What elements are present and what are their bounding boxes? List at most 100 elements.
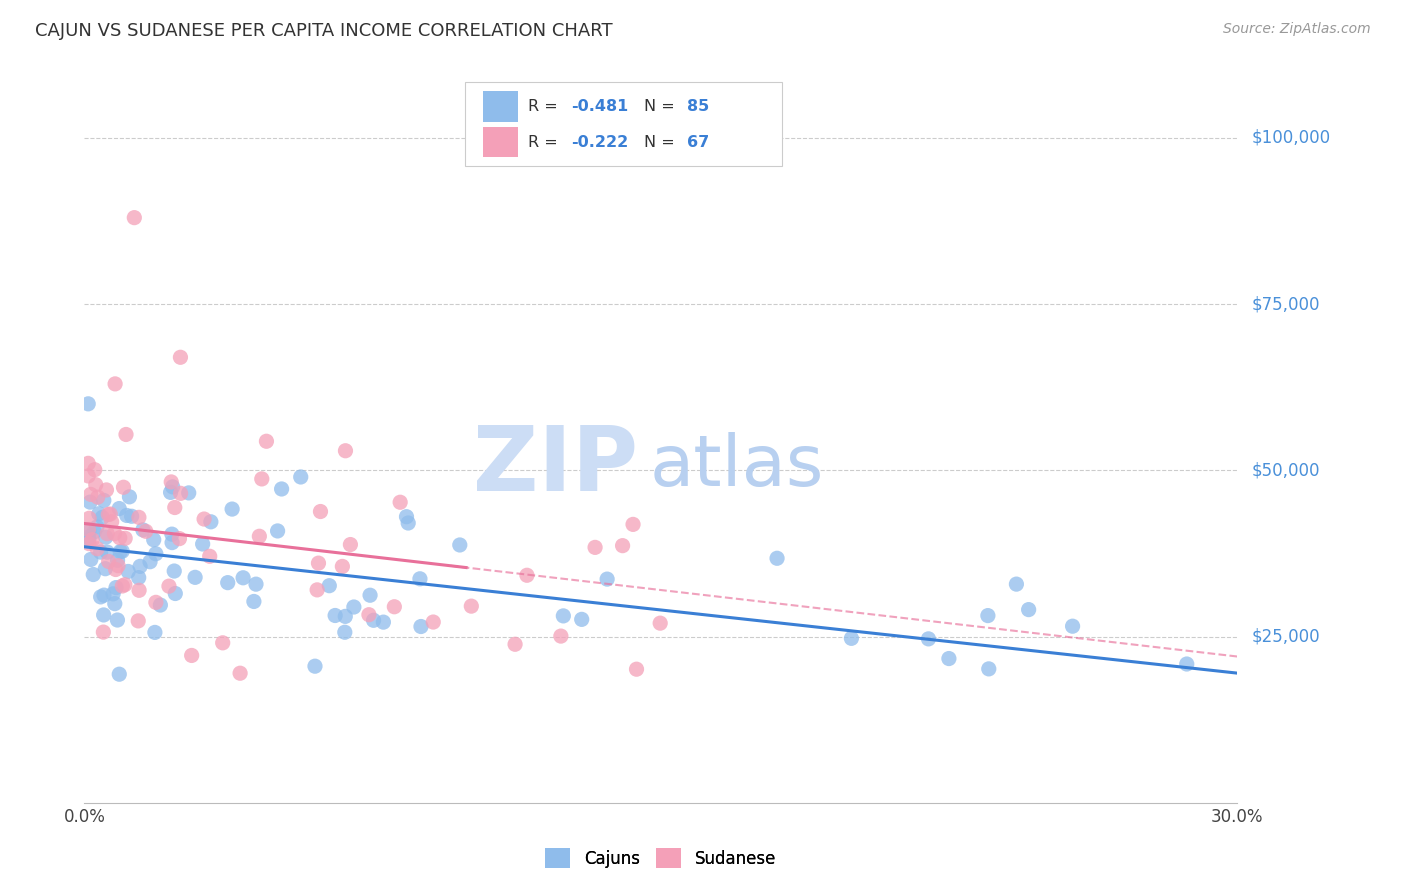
Point xyxy=(193,512,215,526)
Point xyxy=(198,549,221,564)
Point xyxy=(107,613,129,627)
Point xyxy=(229,666,252,681)
Point xyxy=(94,562,117,576)
Point xyxy=(86,520,108,534)
Point xyxy=(142,533,165,547)
Point xyxy=(250,472,273,486)
Point xyxy=(1175,657,1198,671)
Point xyxy=(107,553,129,567)
Point xyxy=(124,211,146,225)
Point xyxy=(516,568,538,582)
Point xyxy=(105,581,128,595)
Text: Source: ZipAtlas.com: Source: ZipAtlas.com xyxy=(1223,22,1371,37)
Point xyxy=(650,616,672,631)
Point xyxy=(104,376,127,391)
Text: atlas: atlas xyxy=(650,432,824,500)
Point xyxy=(110,544,132,558)
Point xyxy=(373,615,395,629)
Point xyxy=(217,575,239,590)
Point xyxy=(304,659,326,673)
Text: -0.222: -0.222 xyxy=(571,135,628,150)
Point xyxy=(343,600,366,615)
Point xyxy=(83,524,105,539)
Point xyxy=(77,532,100,546)
Point xyxy=(90,545,112,559)
FancyBboxPatch shape xyxy=(484,127,517,157)
Point xyxy=(112,480,135,494)
FancyBboxPatch shape xyxy=(484,91,517,122)
Point xyxy=(382,599,405,614)
Point xyxy=(422,615,444,629)
Text: ZIP: ZIP xyxy=(472,422,638,510)
Point xyxy=(108,531,131,545)
Point xyxy=(132,523,155,537)
Point xyxy=(114,577,136,591)
Point xyxy=(160,527,183,541)
Point xyxy=(200,515,222,529)
Point xyxy=(163,564,186,578)
Point xyxy=(550,629,572,643)
Point xyxy=(1062,619,1084,633)
Point xyxy=(626,662,648,676)
Text: R =: R = xyxy=(529,135,564,150)
FancyBboxPatch shape xyxy=(465,82,782,167)
Point xyxy=(308,556,330,570)
Text: $100,000: $100,000 xyxy=(1251,128,1330,147)
Text: 85: 85 xyxy=(688,99,710,114)
Text: N =: N = xyxy=(644,135,679,150)
Text: $75,000: $75,000 xyxy=(1251,295,1320,313)
Point xyxy=(108,501,131,516)
Point xyxy=(103,526,125,541)
Point xyxy=(107,558,129,573)
Point xyxy=(184,570,207,584)
Point xyxy=(323,608,346,623)
Point xyxy=(91,510,114,524)
Point xyxy=(1018,602,1040,616)
Point xyxy=(111,544,134,558)
Point xyxy=(115,508,138,523)
Point xyxy=(318,579,340,593)
Point xyxy=(841,632,863,646)
Point xyxy=(169,486,191,500)
Point xyxy=(409,619,432,633)
Point xyxy=(80,552,103,566)
Point xyxy=(127,614,149,628)
Point xyxy=(221,502,243,516)
Point xyxy=(93,625,115,640)
Point xyxy=(245,577,267,591)
Point xyxy=(145,547,167,561)
Point xyxy=(460,599,482,614)
Point xyxy=(93,493,115,508)
Point xyxy=(98,507,121,521)
Point xyxy=(359,588,381,602)
Point xyxy=(163,500,186,515)
Point xyxy=(104,562,127,576)
Point xyxy=(247,529,270,543)
Point xyxy=(917,632,939,646)
Point xyxy=(169,351,191,365)
Point xyxy=(93,588,115,602)
Text: $50,000: $50,000 xyxy=(1251,461,1320,479)
Point xyxy=(96,526,118,541)
Point xyxy=(165,586,187,600)
Point xyxy=(101,587,124,601)
Text: R =: R = xyxy=(529,99,564,114)
Point xyxy=(90,590,112,604)
Point xyxy=(571,612,593,626)
Legend: Cajuns, Sudanese: Cajuns, Sudanese xyxy=(538,841,783,875)
Point xyxy=(938,651,960,665)
Point xyxy=(409,572,432,586)
Point xyxy=(143,625,166,640)
Point xyxy=(243,594,266,608)
Point xyxy=(357,607,380,622)
Point xyxy=(82,533,104,547)
Text: 67: 67 xyxy=(688,135,710,150)
Point xyxy=(160,475,183,489)
Point xyxy=(335,609,357,624)
Point xyxy=(79,487,101,501)
Point xyxy=(309,504,332,518)
Point xyxy=(77,530,100,544)
Point xyxy=(162,480,184,494)
Point xyxy=(977,608,1000,623)
Text: N =: N = xyxy=(644,99,679,114)
